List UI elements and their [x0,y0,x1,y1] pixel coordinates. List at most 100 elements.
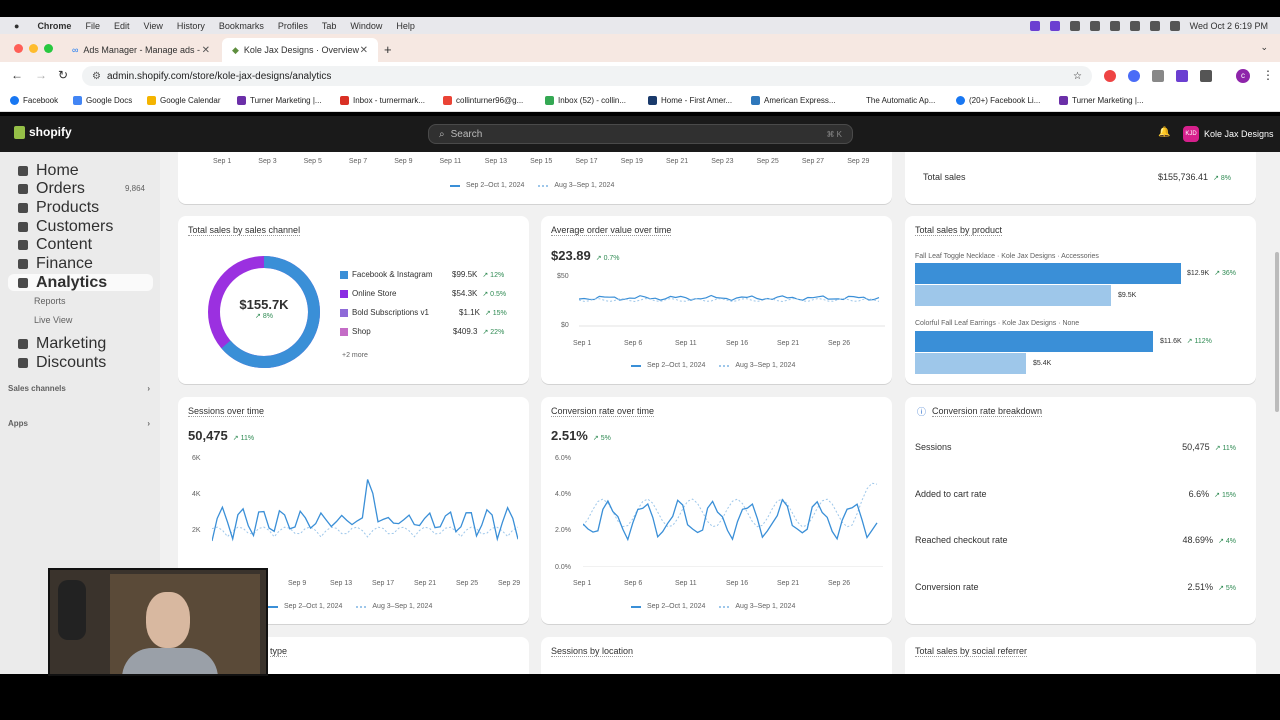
bookmark-inbox-52[interactable]: Inbox (52) - collin... [545,96,626,105]
search-input[interactable]: ⌕ Search ⌘ K [428,124,853,144]
volume-icon[interactable] [1069,20,1080,31]
bookmark-icon [545,96,554,105]
donut-chart [208,256,320,368]
back-icon[interactable]: ← [11,68,23,82]
menu-window[interactable]: Window [350,20,383,31]
bookmark-first-american[interactable]: Home - First Amer... [648,96,732,105]
x-tick: Sep 29 [847,158,870,165]
menu-bookmarks[interactable]: Bookmarks [218,20,264,31]
legend-shop: Shop [340,327,371,336]
sidebar-sub-reports[interactable]: Reports [34,296,66,306]
bluetooth-icon[interactable] [1109,20,1120,31]
close-window-button[interactable] [14,44,23,53]
bookmark-turner-marketing[interactable]: Turner Marketing |... [237,96,322,105]
site-info-icon[interactable]: ⚙ [92,70,101,82]
bookmark-google-docs[interactable]: Google Docs [73,96,132,105]
bookmark-icon [443,96,452,105]
sidebar-item-home[interactable]: Home [8,162,153,179]
x-tick: Sep 17 [575,158,598,165]
sidebar-item-marketing[interactable]: Marketing [8,335,153,352]
legend-previous: Aug 3–Sep 1, 2024 [735,362,796,369]
reload-icon[interactable]: ↻ [58,68,69,82]
sidebar-sub-live-view[interactable]: Live View [34,315,73,325]
menu-profiles[interactable]: Profiles [277,20,308,31]
product-bar-current [915,331,1153,352]
control-center-icon[interactable] [1169,20,1180,31]
sales-channels-header[interactable]: Sales channels › [8,384,150,393]
menu-app[interactable]: Chrome [37,20,72,31]
menu-tab[interactable]: Tab [321,20,337,31]
scrollbar-thumb[interactable] [1275,252,1279,412]
gear-icon[interactable] [1089,20,1100,31]
menu-history[interactable]: History [176,20,205,31]
aov-card: Average order value over time $23.89 ↗ 0.… [541,216,892,384]
chevron-down-icon[interactable]: ⌄ [1260,42,1268,52]
card-title[interactable]: Sessions by location [551,646,634,657]
search-icon[interactable] [1149,20,1160,31]
sidebar-item-finance[interactable]: Finance [8,255,153,272]
sidebar-item-customers[interactable]: Customers [8,218,153,235]
bookmark-turner-marketing-2[interactable]: Turner Marketing |... [1059,96,1144,105]
card-title[interactable]: Sessions over time [188,406,265,417]
more-menu-icon[interactable]: ⋮ [1262,68,1274,82]
card-title[interactable]: Total sales by sales channel [188,225,301,236]
bookmark-facebook-live[interactable]: (20+) Facebook Li... [956,96,1040,105]
tab-kole-jax[interactable]: ◆ Kole Jax Designs · Overview ✕ [222,38,378,62]
bookmark-facebook[interactable]: Facebook [10,96,58,105]
bookmark-google-calendar[interactable]: Google Calendar [147,96,220,105]
menu-help[interactable]: Help [396,20,415,31]
extension-icon[interactable] [1128,70,1140,82]
card-title[interactable]: Average order value over time [551,225,672,236]
shopify-logo[interactable]: shopify [14,125,72,139]
new-tab-button[interactable]: + [384,42,392,57]
info-icon[interactable]: ⓘ [917,407,927,417]
menu-edit[interactable]: Edit [113,20,130,31]
store-menu[interactable]: KJD Kole Jax Designs [1183,126,1274,142]
card-title[interactable]: Total sales by product [915,225,1003,236]
profile-avatar[interactable]: c [1236,69,1250,83]
wifi-icon[interactable] [1129,20,1140,31]
close-tab-icon[interactable]: ✕ [359,44,368,56]
zoom-window-button[interactable] [44,44,53,53]
chart-icon [18,277,28,288]
status-app-icon[interactable] [1029,20,1040,31]
menu-view[interactable]: View [143,20,163,31]
sidebar-item-products[interactable]: Products [8,199,153,216]
apps-header[interactable]: Apps › [8,419,150,428]
url-field[interactable]: ⚙ admin.shopify.com/store/kole-jax-desig… [82,66,1092,86]
sidebar-item-analytics[interactable]: Analytics [8,274,153,291]
x-tick: Sep 11 [439,158,462,165]
forward-icon[interactable]: → [35,68,47,82]
extension-icon[interactable] [1104,70,1116,82]
more-channels-link[interactable]: +2 more [342,352,368,359]
card-title[interactable]: Conversion rate over time [551,406,655,417]
bookmark-inbox[interactable]: Inbox - turnermark... [340,96,425,105]
sidebar-item-content[interactable]: Content [8,236,153,253]
legend-previous-line [719,605,730,608]
star-icon[interactable]: ☆ [1073,70,1082,82]
change-badge: ↗ 15% [484,310,507,317]
x-tick: Sep 1 [573,580,592,587]
card-title[interactable]: Total sales by social referrer [915,646,1028,657]
bookmark-gmail[interactable]: collinturner96@g... [443,96,523,105]
sessions-series-line [212,479,518,542]
close-tab-icon[interactable]: ✕ [201,44,210,56]
apple-icon[interactable]: ● [14,20,20,31]
bookmark-american-express[interactable]: American Express... [751,96,836,105]
minimize-window-button[interactable] [29,44,38,53]
sidebar-item-discounts[interactable]: Discounts [8,354,153,371]
tab-ads-manager[interactable]: ∞ Ads Manager - Manage ads - ✕ [62,38,220,62]
extensions-puzzle-icon[interactable] [1200,70,1212,82]
status-app-icon[interactable] [1049,20,1060,31]
extension-icon[interactable] [1176,70,1188,82]
bell-icon[interactable]: 🔔 [1158,127,1171,138]
card-title[interactable]: Conversion rate breakdown [932,406,1043,417]
card-title[interactable]: type [270,646,288,657]
donut-total: $155.7K [239,297,289,312]
bookmark-automatic-ap[interactable]: The Automatic Ap... [853,96,935,105]
sidebar-item-orders[interactable]: Orders 9,864 [8,180,153,197]
change-badge: ↗ 8% [255,313,273,320]
orders-icon [18,183,28,194]
menu-file[interactable]: File [85,20,100,31]
extension-icon[interactable] [1152,70,1164,82]
